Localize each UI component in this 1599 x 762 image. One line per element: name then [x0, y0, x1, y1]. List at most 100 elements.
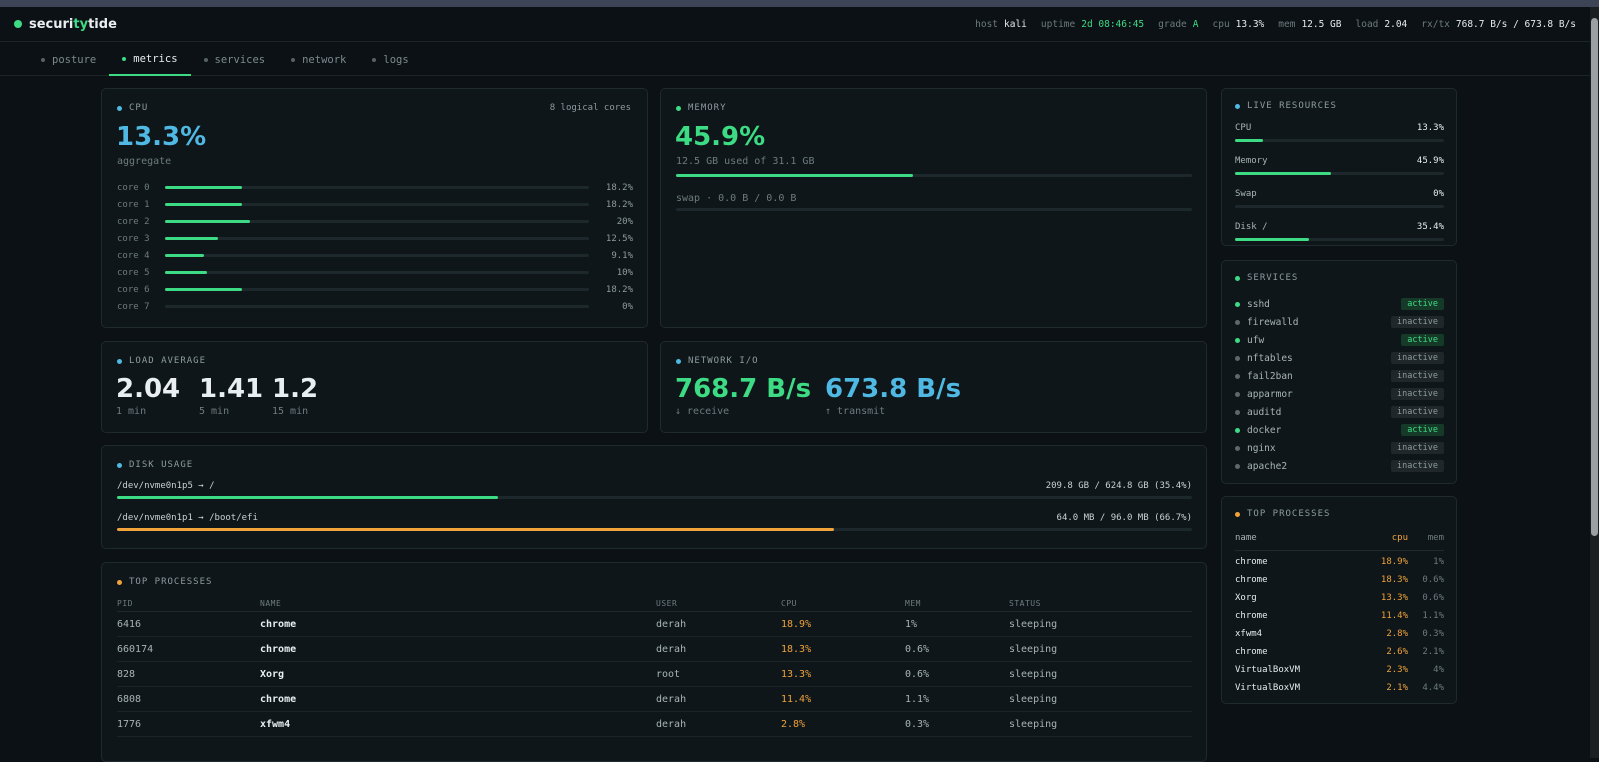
service-item[interactable]: apparmor inactive	[1235, 385, 1444, 403]
uptime-stat: uptime 2d 08:46:45	[1040, 18, 1145, 30]
side-processes-column-header[interactable]: cpu	[1391, 533, 1408, 543]
disk-usage: 64.0 MB / 96.0 MB (66.7%)	[1056, 513, 1192, 523]
cpu-dot-icon	[117, 105, 122, 111]
table-cell: 0.3%	[905, 719, 930, 730]
swap-bar	[676, 208, 1192, 211]
host-stat: host kali	[975, 18, 1027, 30]
list-item[interactable]: VirtualBoxVM 2.1% 4.4%	[1235, 679, 1444, 697]
live-resources-card: LIVE RESOURCES CPU 13.3% Memory 45.9% Swap 0%…	[1221, 88, 1457, 246]
list-item[interactable]: xfwm4 2.8% 0.3%	[1235, 625, 1444, 643]
service-status-dot-icon	[1235, 463, 1240, 469]
service-item[interactable]: nftables inactive	[1235, 349, 1444, 367]
processes-column-header[interactable]: USER	[656, 599, 678, 608]
core-value: 18.2%	[605, 284, 633, 295]
core-bar	[165, 220, 589, 223]
service-item[interactable]: apache2 inactive	[1235, 457, 1444, 475]
tab-logs[interactable]: logs	[359, 43, 421, 76]
load-5min: 1.41 5 min	[199, 374, 264, 417]
list-item[interactable]: Xorg 13.3% 0.6%	[1235, 589, 1444, 607]
side-process-mem: 4%	[1433, 665, 1444, 675]
disk-name: /dev/nvme0n1p1 → /boot/efi	[117, 513, 258, 523]
service-status-badge: active	[1401, 424, 1444, 436]
service-item[interactable]: ufw active	[1235, 331, 1444, 349]
processes-column-header[interactable]: NAME	[260, 599, 282, 608]
table-cell: derah	[656, 619, 687, 630]
tab-metrics[interactable]: metrics	[109, 43, 191, 76]
service-item[interactable]: firewalld inactive	[1235, 313, 1444, 331]
table-row[interactable]: 6808 chrome derah 11.4% 1.1% sleeping	[117, 687, 1192, 712]
service-name: auditd	[1247, 406, 1282, 418]
service-status-dot-icon	[1235, 409, 1240, 415]
table-row[interactable]: 828 Xorg root 13.3% 0.6% sleeping	[117, 662, 1192, 687]
processes-column-header[interactable]: PID	[117, 599, 133, 608]
core-label: core 2	[117, 216, 150, 227]
core-label: core 5	[117, 267, 150, 278]
list-item[interactable]: chrome 18.3% 0.6%	[1235, 571, 1444, 589]
table-row[interactable]: 1776 xfwm4 derah 2.8% 0.3% sleeping	[117, 712, 1192, 737]
side-process-mem: 1%	[1433, 557, 1444, 567]
live-resource-header: Disk / 35.4%	[1235, 222, 1444, 232]
service-status-dot-icon	[1235, 319, 1240, 325]
list-item[interactable]: chrome 11.4% 1.1%	[1235, 607, 1444, 625]
cpu-card: CPU 8 logical cores 13.3% aggregate core…	[101, 88, 648, 328]
live-dot-icon	[1235, 103, 1240, 109]
list-item[interactable]: chrome 18.9% 1%	[1235, 553, 1444, 571]
table-row[interactable]: 6416 chrome derah 18.9% 1% sleeping	[117, 612, 1192, 637]
processes-column-header[interactable]: CPU	[781, 599, 797, 608]
live-resource-item: Swap 0%	[1235, 189, 1444, 208]
side-processes-column-header[interactable]: mem	[1427, 533, 1444, 543]
service-item[interactable]: sshd active	[1235, 295, 1444, 313]
tab-posture[interactable]: posture	[28, 43, 109, 76]
live-resource-item: Disk / 35.4%	[1235, 222, 1444, 241]
core-label: core 0	[117, 182, 150, 193]
disk-item-header: /dev/nvme0n1p1 → /boot/efi 64.0 MB / 96.0…	[117, 513, 1192, 523]
service-status-badge: active	[1401, 298, 1444, 310]
live-resource-bar-fill	[1235, 238, 1309, 241]
disk-item: /dev/nvme0n1p5 → / 209.8 GB / 624.8 GB (3…	[117, 481, 1192, 499]
tab-network[interactable]: network	[278, 43, 359, 76]
service-item[interactable]: nginx inactive	[1235, 439, 1444, 457]
tab-services[interactable]: services	[191, 43, 279, 76]
live-resource-value: 13.3%	[1416, 123, 1444, 133]
service-item[interactable]: fail2ban inactive	[1235, 367, 1444, 385]
scrollbar-thumb[interactable]	[1591, 18, 1598, 536]
table-cell: 0.6%	[905, 644, 930, 655]
tab-dot-icon	[122, 56, 127, 61]
table-cell: 2.8%	[781, 719, 806, 730]
service-name: apache2	[1247, 460, 1288, 472]
app-logo[interactable]: securi ty tide	[14, 17, 117, 32]
network-card: NETWORK I/O 768.7 B/s ↓ receive 673.8 B/…	[660, 341, 1207, 433]
core-bar	[165, 305, 589, 308]
disk-card-title: DISK USAGE	[117, 460, 193, 470]
live-resource-bar	[1235, 205, 1444, 208]
side-processes-title: TOP PROCESSES	[1235, 509, 1330, 519]
core-value: 0%	[622, 301, 633, 312]
side-process-cpu: 11.4%	[1380, 611, 1408, 621]
core-label: core 6	[117, 284, 150, 295]
list-item[interactable]: VirtualBoxVM 2.3% 4%	[1235, 661, 1444, 679]
table-cell: chrome	[260, 644, 297, 655]
side-processes-column-header[interactable]: name	[1235, 533, 1257, 543]
processes-column-header[interactable]: MEM	[905, 599, 921, 608]
memory-value: 45.9%	[675, 122, 766, 152]
tab-dot-icon	[41, 57, 45, 62]
table-cell: 6416	[117, 619, 142, 630]
live-resource-bar	[1235, 238, 1444, 241]
service-item[interactable]: docker active	[1235, 421, 1444, 439]
table-cell: 1.1%	[905, 694, 930, 705]
table-cell: chrome	[260, 619, 297, 630]
core-label: core 1	[117, 199, 150, 210]
core-value: 18.2%	[605, 199, 633, 210]
load-dot-icon	[117, 358, 122, 364]
logo-text-suffix: tide	[88, 16, 117, 32]
window-top-strip	[0, 0, 1599, 7]
table-cell: sleeping	[1009, 669, 1058, 680]
service-status-badge: inactive	[1391, 442, 1444, 454]
list-item[interactable]: chrome 2.6% 2.1%	[1235, 643, 1444, 661]
cpu-core-row: core 6 18.2%	[117, 281, 633, 298]
cpu-stat: cpu 13.3%	[1212, 18, 1265, 30]
table-row[interactable]: 660174 chrome derah 18.3% 0.6% sleeping	[117, 637, 1192, 662]
service-item[interactable]: auditd inactive	[1235, 403, 1444, 421]
live-resource-header: Swap 0%	[1235, 189, 1444, 199]
processes-column-header[interactable]: STATUS	[1009, 599, 1041, 608]
